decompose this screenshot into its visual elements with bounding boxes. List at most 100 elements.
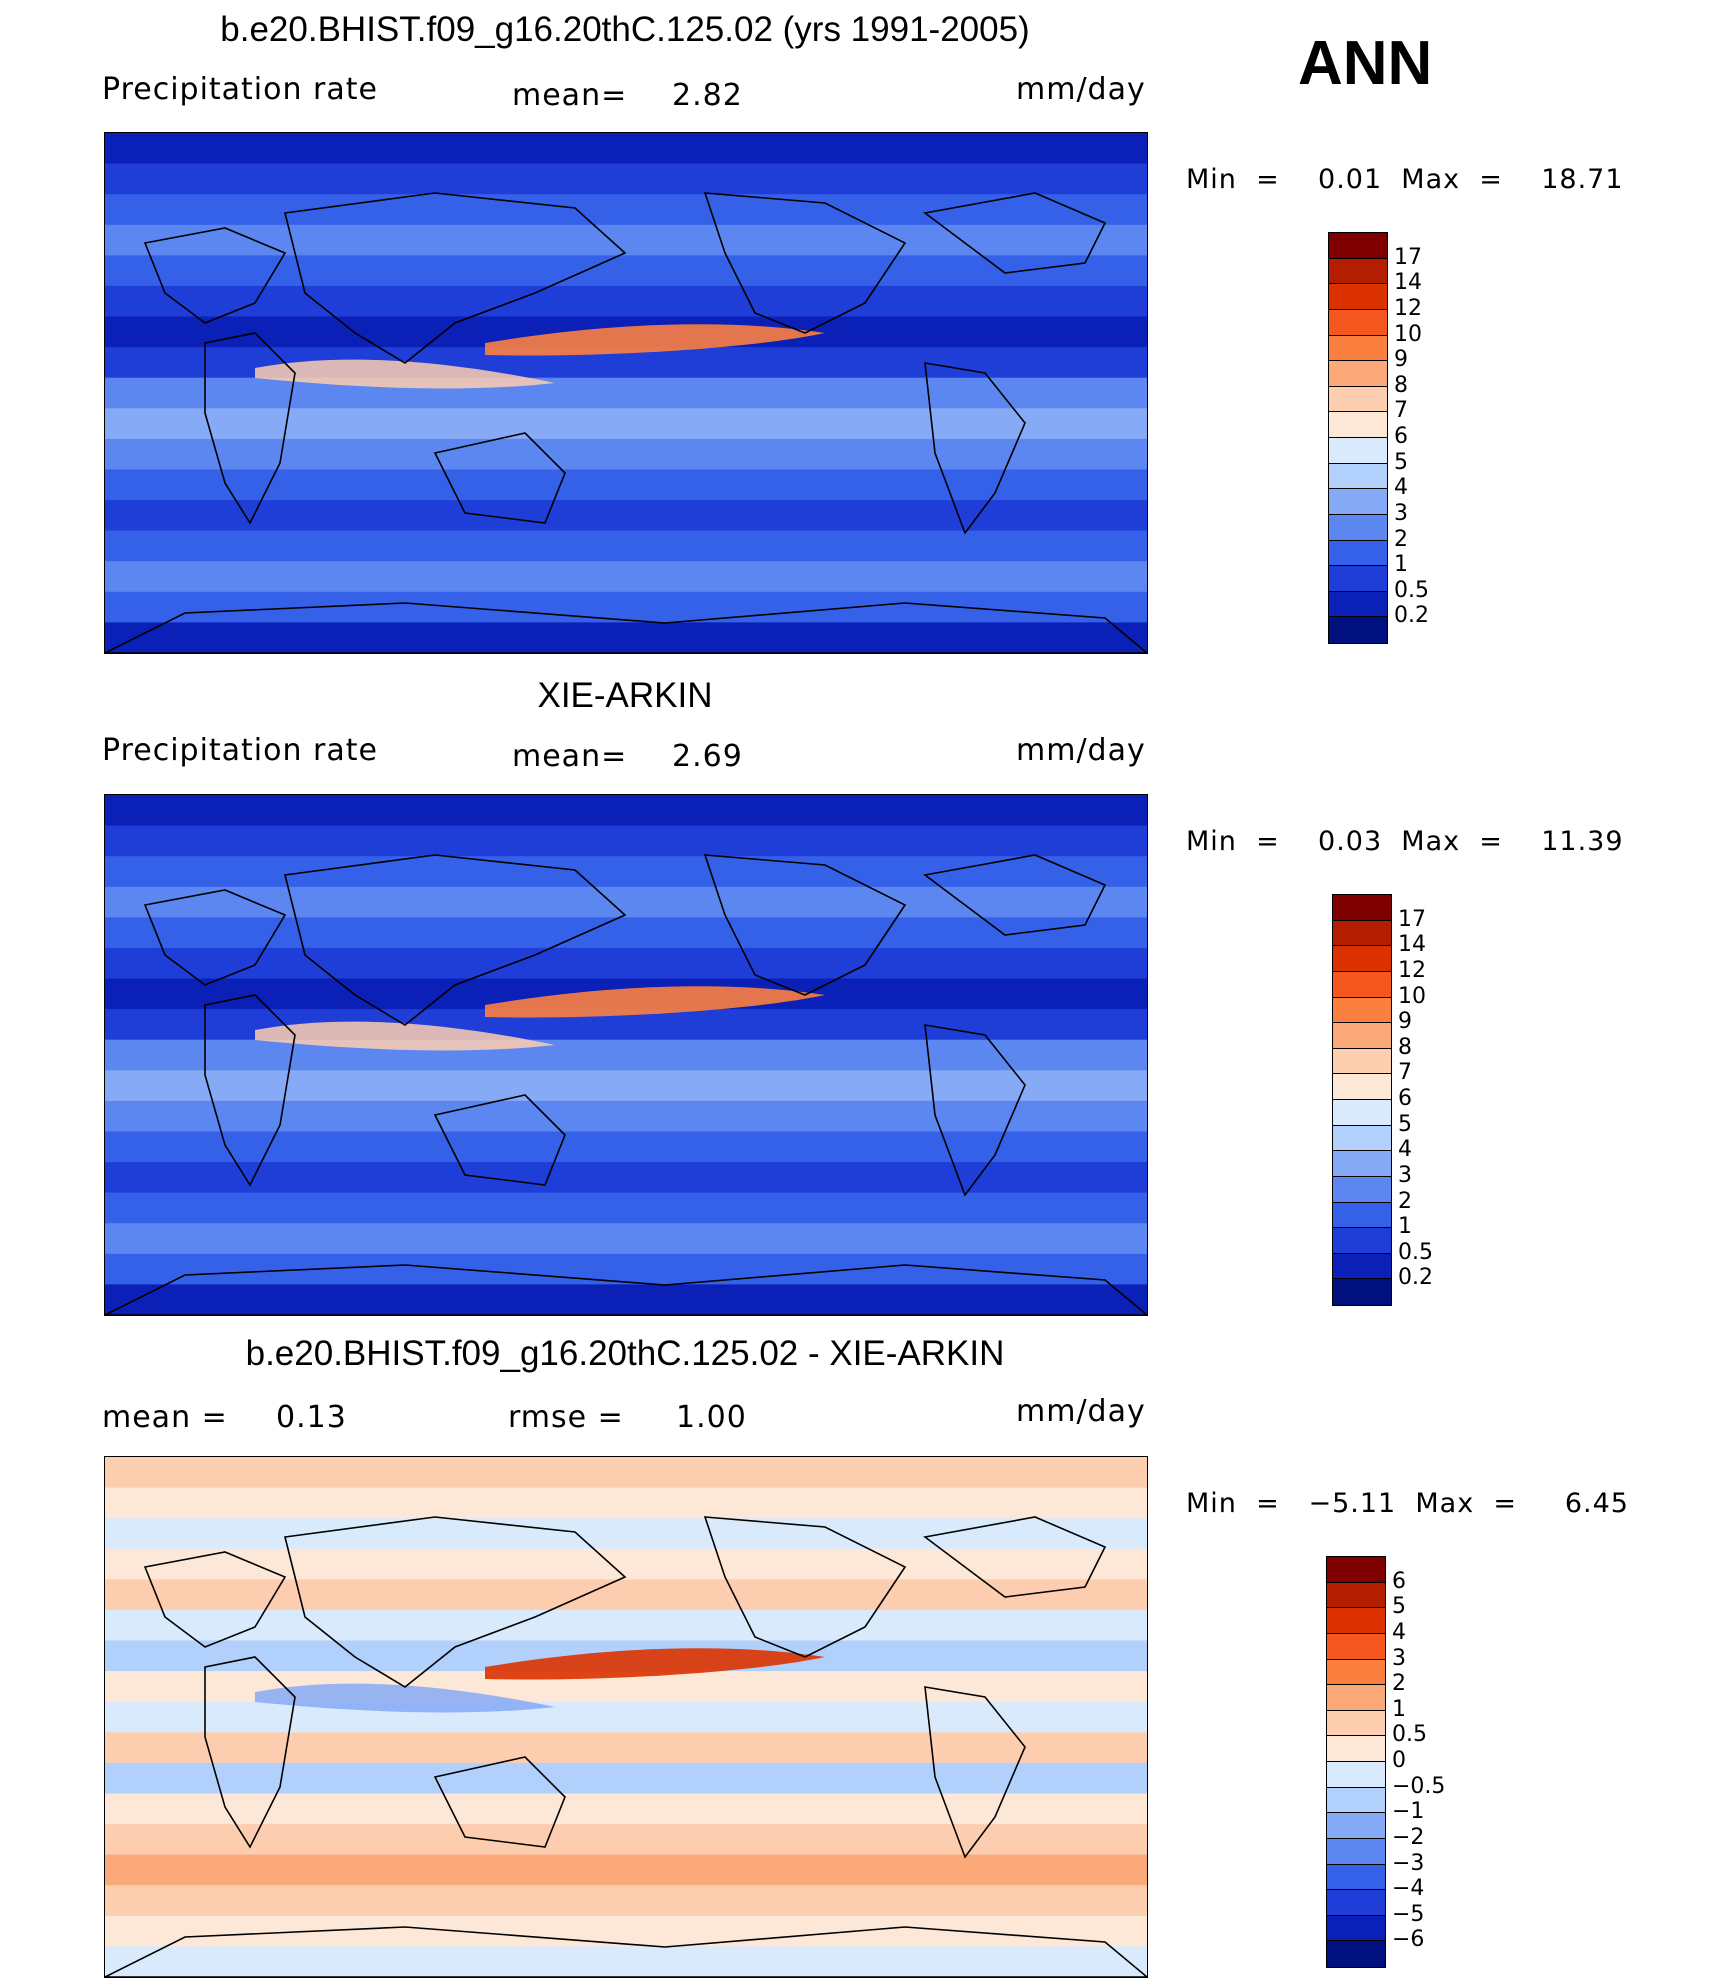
coastline [924, 1686, 1026, 1859]
panel-3-mean-label: mean = [102, 1400, 228, 1435]
colorbar-tick-label: 2 [1392, 1671, 1406, 1697]
colorbar-tick-label: 17 [1398, 906, 1426, 932]
coastline [923, 192, 1107, 274]
colorbar-swatch [1329, 514, 1387, 541]
colorbar-swatch [1327, 1813, 1385, 1839]
colorbar-tick-label: 14 [1394, 270, 1422, 296]
panel-2-mean-label: mean= [512, 739, 628, 774]
colorbar-swatch [1327, 1659, 1385, 1686]
panel-1-units: mm/day [1016, 72, 1146, 107]
colorbar-tick-label: 6 [1392, 1568, 1406, 1594]
colorbar-swatch [1329, 566, 1387, 592]
colorbar-swatch [1329, 335, 1387, 362]
colorbar-swatch [1329, 540, 1387, 567]
colorbar-swatch [1329, 463, 1387, 490]
coastline [924, 1024, 1026, 1197]
colorbar-swatch [1329, 617, 1387, 643]
colorbar-tick-label: −4 [1392, 1876, 1425, 1902]
colorbar-swatch [1329, 412, 1387, 438]
itcz-band [485, 324, 825, 356]
panel-1-mean-value: 2.82 [672, 78, 743, 113]
coastline [433, 432, 566, 524]
colorbar-swatch [1327, 1608, 1385, 1634]
colorbar-swatch [1333, 1125, 1391, 1152]
coastline [703, 854, 907, 996]
colorbar-tick-label: 5 [1394, 449, 1408, 475]
colorbar-swatch [1333, 1048, 1391, 1075]
field-band [105, 1915, 1147, 1948]
panel-2-units: mm/day [1016, 733, 1146, 768]
colorbar-swatch [1329, 386, 1387, 413]
field-band [105, 1518, 1147, 1550]
colorbar-swatch [1333, 1176, 1391, 1203]
colorbar-tick-label: 17 [1394, 244, 1422, 270]
colorbar-tick-label: 1 [1392, 1696, 1406, 1722]
colorbar-tick-label: 3 [1398, 1162, 1412, 1188]
coastline [204, 1656, 296, 1849]
colorbar-tick-label: 5 [1392, 1594, 1406, 1620]
colorbar-swatch [1329, 309, 1387, 336]
field-band [105, 947, 1147, 980]
colorbar-swatch [1327, 1582, 1385, 1609]
colorbar-tick-label: −1 [1392, 1799, 1425, 1825]
field-band [105, 1854, 1147, 1887]
colorbar-tick-label: 1 [1398, 1214, 1412, 1240]
field-band [105, 1732, 1147, 1764]
field-band [105, 1885, 1147, 1917]
colorbar-tick-label: 7 [1394, 398, 1408, 424]
colorbar-swatch [1333, 1228, 1391, 1254]
field-band [105, 438, 1147, 471]
coastline [143, 889, 287, 986]
coastline [703, 1516, 907, 1658]
field-band [105, 1162, 1147, 1194]
field-band [105, 917, 1147, 949]
panel-2-mean-value: 2.69 [672, 739, 743, 774]
colorbar-swatch [1333, 1279, 1391, 1305]
panel-1-min-max: Min = 0.01 Max = 18.71 [1186, 164, 1624, 195]
season-label: ANN [1298, 29, 1433, 98]
panel-3-colorbar [1326, 1556, 1386, 1968]
panel-1-map [104, 132, 1148, 654]
colorbar-swatch [1327, 1787, 1385, 1814]
colorbar-tick-label: 3 [1394, 500, 1408, 526]
field-band [105, 825, 1147, 858]
colorbar-tick-label: 8 [1394, 372, 1408, 398]
colorbar-tick-label: 12 [1394, 295, 1422, 321]
panel-2-colorbar [1332, 894, 1392, 1306]
colorbar-tick-label: 1 [1394, 552, 1408, 578]
panel-2-min-max: Min = 0.03 Max = 11.39 [1186, 826, 1624, 857]
panel-3-min-max: Min = −5.11 Max = 6.45 [1186, 1488, 1629, 1519]
coastline [204, 994, 296, 1187]
coastline [924, 362, 1026, 535]
colorbar-swatch [1329, 591, 1387, 618]
coastline [105, 602, 1147, 653]
colorbar-swatch [1327, 1890, 1385, 1916]
field-band [105, 1192, 1147, 1225]
colorbar-tick-label: 9 [1394, 347, 1408, 373]
field-band [105, 622, 1147, 653]
colorbar-swatch [1329, 489, 1387, 515]
colorbar-tick-label: 0.5 [1398, 1239, 1433, 1265]
colorbar-swatch [1333, 971, 1391, 998]
colorbar-tick-label: 2 [1394, 526, 1408, 552]
panel-2-map [104, 794, 1148, 1316]
colorbar-tick-label: −2 [1392, 1824, 1425, 1850]
panel-3-mean-value: 0.13 [276, 1400, 347, 1435]
colorbar-tick-label: 0.5 [1392, 1722, 1427, 1748]
field-band [105, 255, 1147, 287]
field-band [105, 1609, 1147, 1642]
colorbar-swatch [1329, 233, 1387, 259]
colorbar-swatch [1333, 1100, 1391, 1126]
field-band [105, 1284, 1147, 1315]
field-band [105, 591, 1147, 624]
panel-3-map [104, 1456, 1148, 1978]
field-band [105, 1070, 1147, 1102]
coastline [923, 854, 1107, 936]
colorbar-tick-label: 8 [1398, 1034, 1412, 1060]
field-band [105, 500, 1147, 532]
panel-3-rmse-value: 1.00 [676, 1400, 747, 1435]
panel-3-units: mm/day [1016, 1394, 1146, 1429]
coastline [433, 1094, 566, 1186]
colorbar-tick-label: 9 [1398, 1009, 1412, 1035]
panel-1-title: b.e20.BHIST.f09_g16.20thC.125.02 (yrs 19… [220, 10, 1030, 49]
